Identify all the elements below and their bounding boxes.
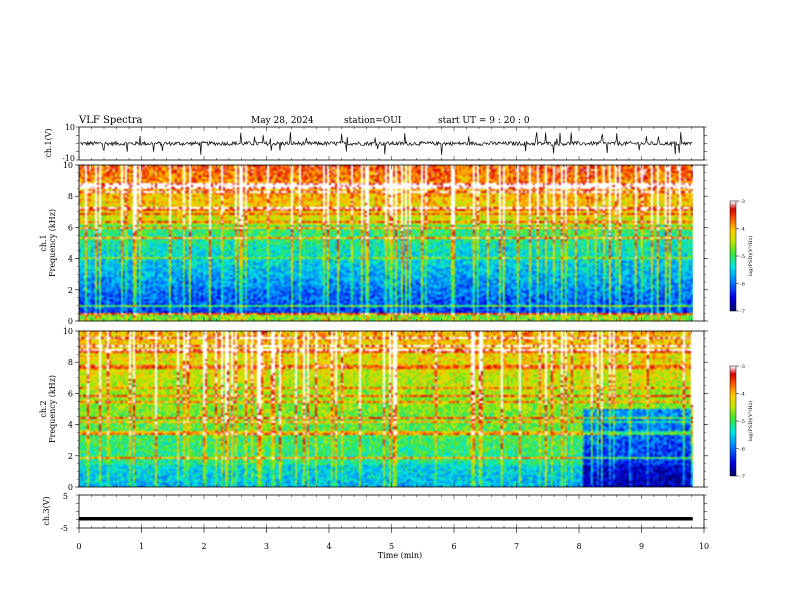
ch3-ytick-top: 5 bbox=[63, 492, 68, 501]
ch3-ylabel: ch.3(V) bbox=[42, 496, 51, 525]
x-tick-label: 2 bbox=[201, 542, 206, 551]
x-tick-label: 5 bbox=[389, 542, 394, 551]
x-tick-label: 0 bbox=[76, 542, 81, 551]
header-date: May 28, 2024 bbox=[251, 116, 314, 126]
ch1-colorbar-label: log(PSD)(V²/Hz) bbox=[747, 236, 754, 277]
ch2-spectrogram-image bbox=[79, 331, 693, 487]
ch1-colorbar-tick-label: -5 bbox=[740, 254, 745, 260]
ch1-spectrogram-image bbox=[79, 165, 693, 321]
ch1-spec-ylabel-frequency: Frequency (kHz) bbox=[48, 209, 57, 277]
x-tick-label: 10 bbox=[699, 542, 709, 551]
ch2-spec-ylabel-channel: ch.2 bbox=[39, 400, 48, 417]
chart-title: VLF Spectra bbox=[78, 115, 143, 126]
ch1-spec-ytick-label: 8 bbox=[68, 192, 73, 201]
ch2-colorbar-tick-label: -4 bbox=[740, 392, 745, 398]
ch1-ytick-top: 10 bbox=[65, 123, 75, 132]
ch2-colorbar-tick-label: -5 bbox=[740, 419, 745, 425]
ch3-waveform-frame bbox=[78, 494, 705, 529]
ch1-spec-ylabel-channel: ch.1 bbox=[39, 234, 48, 251]
ch2-spec-ytick-label: 0 bbox=[68, 483, 73, 492]
ch1-spec-ytick-label: 4 bbox=[68, 255, 73, 264]
ch2-spec-ytick-label: 10 bbox=[63, 327, 73, 336]
ch1-spec-ytick-label: 6 bbox=[68, 223, 73, 232]
ch1-colorbar bbox=[730, 201, 736, 311]
ch1-ylabel: ch.1(V) bbox=[44, 128, 53, 157]
ch2-spec-ylabel-frequency: Frequency (kHz) bbox=[48, 375, 57, 443]
ch2-spec-ytick-label: 8 bbox=[68, 358, 73, 367]
ch1-spectrogram-panel: ch.1 Frequency (kHz) log(PSD)(V²/Hz) bbox=[39, 164, 754, 322]
ch1-waveform-trace bbox=[79, 131, 693, 155]
ch3-ytick-bottom: -5 bbox=[60, 524, 68, 533]
x-tick-label: 7 bbox=[514, 542, 519, 551]
ch2-spectrogram-panel: ch.2 Frequency (kHz) log(PSD)(V²/Hz) bbox=[39, 330, 754, 488]
ch1-waveform-panel: 10 -10 ch.1(V) bbox=[44, 123, 705, 163]
x-tick-label: 3 bbox=[264, 542, 269, 551]
x-tick-label: 6 bbox=[451, 542, 456, 551]
ch1-ytick-bottom: -10 bbox=[62, 154, 75, 163]
ch1-spec-ytick-label: 2 bbox=[68, 286, 73, 295]
ch1-colorbar-tick-label: -3 bbox=[740, 199, 745, 205]
x-axis-label: Time (min) bbox=[378, 551, 422, 560]
ch2-colorbar-tick-label: -6 bbox=[740, 447, 745, 453]
ch1-colorbar-tick-label: -7 bbox=[740, 309, 745, 315]
ch1-spec-ytick-label: 0 bbox=[68, 317, 73, 326]
x-tick-label: 4 bbox=[326, 542, 331, 551]
ch2-colorbar-label: log(PSD)(V²/Hz) bbox=[747, 401, 754, 442]
axis-ticks: 0 1 2 3 4 5 6 7 8 9 1002468100246810-3-4-5-6-7-3-4… bbox=[63, 126, 745, 551]
ch2-colorbar-tick-label: -3 bbox=[740, 364, 745, 370]
x-tick-label: 1 bbox=[139, 542, 144, 551]
header-station: station=OUI bbox=[344, 116, 402, 126]
x-tick-label: 8 bbox=[576, 542, 581, 551]
ch2-spec-ytick-label: 4 bbox=[68, 421, 73, 430]
ch2-colorbar-tick-label: -7 bbox=[740, 474, 745, 480]
ch2-spec-ytick-label: 2 bbox=[68, 452, 73, 461]
ch1-spec-ytick-label: 10 bbox=[63, 161, 73, 170]
ch1-colorbar-tick-label: -6 bbox=[740, 282, 745, 288]
header-start-time: start UT = 9 : 20 : 0 bbox=[438, 116, 530, 126]
x-tick-label: 9 bbox=[639, 542, 644, 551]
ch2-colorbar bbox=[730, 366, 736, 476]
ch1-colorbar-tick-label: -4 bbox=[740, 227, 745, 233]
ch2-spec-ytick-label: 6 bbox=[68, 389, 73, 398]
